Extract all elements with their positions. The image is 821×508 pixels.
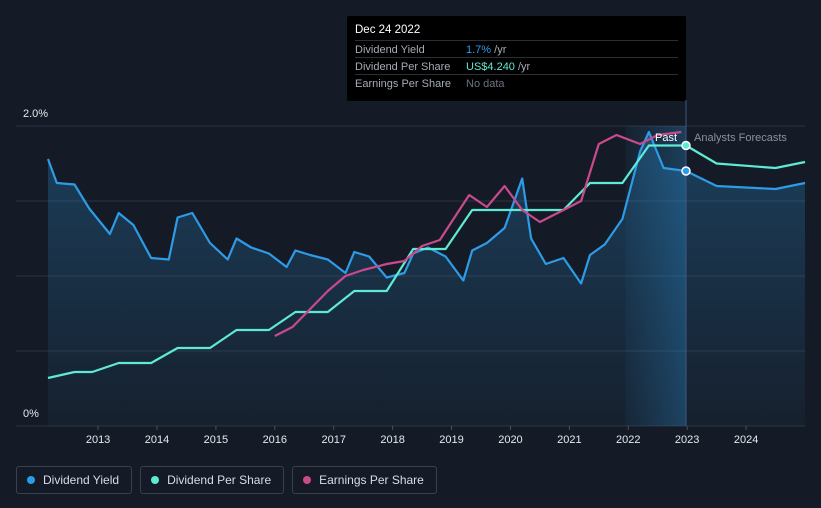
marker-dividend-yield — [681, 166, 691, 176]
legend-dot-icon — [303, 476, 312, 484]
series-line-dividend-per-share — [47, 144, 806, 380]
x-axis-ticks: 2013 2014 2015 2016 2017 2018 2019 2020 2021 2022… — [86, 426, 758, 446]
y-axis-top-label: 2.0% — [23, 108, 49, 120]
legend-dot-icon — [27, 476, 35, 484]
legend-toggle-earnings-per-share[interactable]: Earnings Per Share — [292, 466, 437, 494]
x-tick-label: 2015 — [204, 434, 228, 446]
legend-label: Dividend Yield — [43, 473, 120, 487]
dividend-yield-area — [48, 132, 805, 426]
tooltip-row-earnings-per-share: Earnings Per Share No data — [355, 74, 678, 92]
hover-tooltip: Dec 24 2022 Dividend Yield 1.7% /yr Divi… — [347, 16, 686, 101]
x-tick-label: 2016 — [263, 434, 287, 446]
tooltip-row-label: Earnings Per Share — [355, 78, 451, 90]
tooltip-markers — [681, 140, 691, 176]
x-tick-label: 2019 — [439, 434, 463, 446]
legend-dot-icon — [151, 476, 160, 484]
tooltip-date: Dec 24 2022 — [355, 24, 421, 36]
tooltip-row-value: US$4.240 /yr — [466, 61, 531, 73]
tooltip-row-label: Dividend Per Share — [355, 61, 451, 73]
chart-legend: Dividend Yield Dividend Per Share Earnin… — [16, 466, 437, 494]
legend-label: Earnings Per Share — [319, 473, 424, 487]
x-tick-label: 2017 — [321, 434, 345, 446]
past-region-label: Past — [655, 132, 678, 144]
x-tick-label: 2024 — [734, 434, 758, 446]
series-lines — [46, 130, 806, 380]
marker-dividend-per-share — [681, 140, 691, 151]
x-tick-label: 2020 — [498, 434, 522, 446]
tooltip-row-value: No data — [466, 78, 505, 90]
legend-toggle-dividend-per-share[interactable]: Dividend Per Share — [140, 466, 285, 494]
forecast-region-label: Analysts Forecasts — [694, 132, 787, 144]
series-line-dividend-yield — [46, 130, 806, 285]
x-tick-label: 2021 — [557, 434, 581, 446]
y-axis-bottom-label: 0% — [23, 408, 39, 420]
tooltip-row-dividend-yield: Dividend Yield 1.7% /yr — [355, 40, 678, 58]
x-tick-label: 2023 — [675, 434, 699, 446]
tooltip-row-label: Dividend Yield — [355, 44, 425, 56]
x-tick-label: 2022 — [616, 434, 640, 446]
x-tick-label: 2014 — [145, 434, 169, 446]
legend-toggle-dividend-yield[interactable]: Dividend Yield — [16, 466, 133, 494]
tooltip-row-dividend-per-share: Dividend Per Share US$4.240 /yr — [355, 57, 678, 75]
tooltip-row-value: 1.7% /yr — [466, 44, 507, 56]
series-line-earnings-per-share — [274, 130, 682, 337]
x-tick-label: 2018 — [380, 434, 404, 446]
x-tick-label: 2013 — [86, 434, 110, 446]
legend-label: Dividend Per Share — [167, 473, 272, 487]
